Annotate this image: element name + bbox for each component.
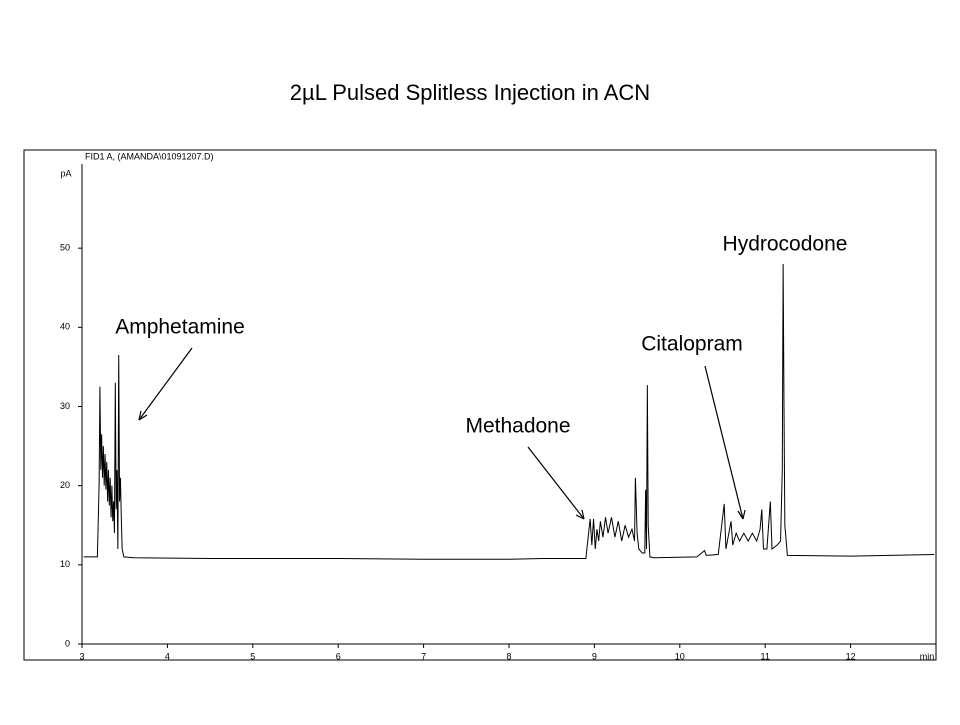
- trace-line: [83, 263, 935, 560]
- annotation: Amphetamine: [115, 316, 245, 339]
- annotation: Hydrocodone: [723, 233, 848, 256]
- arrow-head: [737, 509, 746, 520]
- arrow: [527, 446, 585, 520]
- arrow: [704, 365, 744, 520]
- x-tick-label: 12: [846, 651, 856, 661]
- x-tick-label: 5: [250, 651, 255, 661]
- chart-title: 2µL Pulsed Splitless Injection in ACN: [290, 80, 650, 105]
- arrow-head: [138, 410, 148, 421]
- x-tick-label: 3: [79, 651, 84, 661]
- y-tick-label: 10: [60, 559, 70, 569]
- arrow: [138, 347, 193, 421]
- y-tick-label: 0: [65, 638, 70, 648]
- annotation: Citalopram: [641, 333, 743, 356]
- plot-frame: [23, 149, 937, 661]
- annotation: Methadone: [465, 415, 570, 438]
- y-tick-label: 50: [60, 243, 70, 253]
- annotation-arrows: [138, 347, 746, 520]
- y-tick-label: 40: [60, 322, 70, 332]
- x-tick-label: 8: [506, 651, 511, 661]
- arrow-head: [575, 509, 585, 520]
- chart-header: FID1 A, (AMANDA\01091207.D): [85, 151, 214, 161]
- y-tick-label: 30: [60, 401, 70, 411]
- x-axis-label: min: [920, 651, 935, 661]
- y-tick-label: 20: [60, 480, 70, 490]
- x-tick-label: 6: [336, 651, 341, 661]
- x-tick-label: 11: [761, 651, 770, 661]
- x-tick-label: 4: [165, 651, 170, 661]
- x-tick-label: 9: [592, 651, 597, 661]
- y-axis-label: pA: [60, 168, 71, 178]
- x-tick-label: 10: [675, 651, 685, 661]
- x-tick-label: 7: [421, 651, 426, 661]
